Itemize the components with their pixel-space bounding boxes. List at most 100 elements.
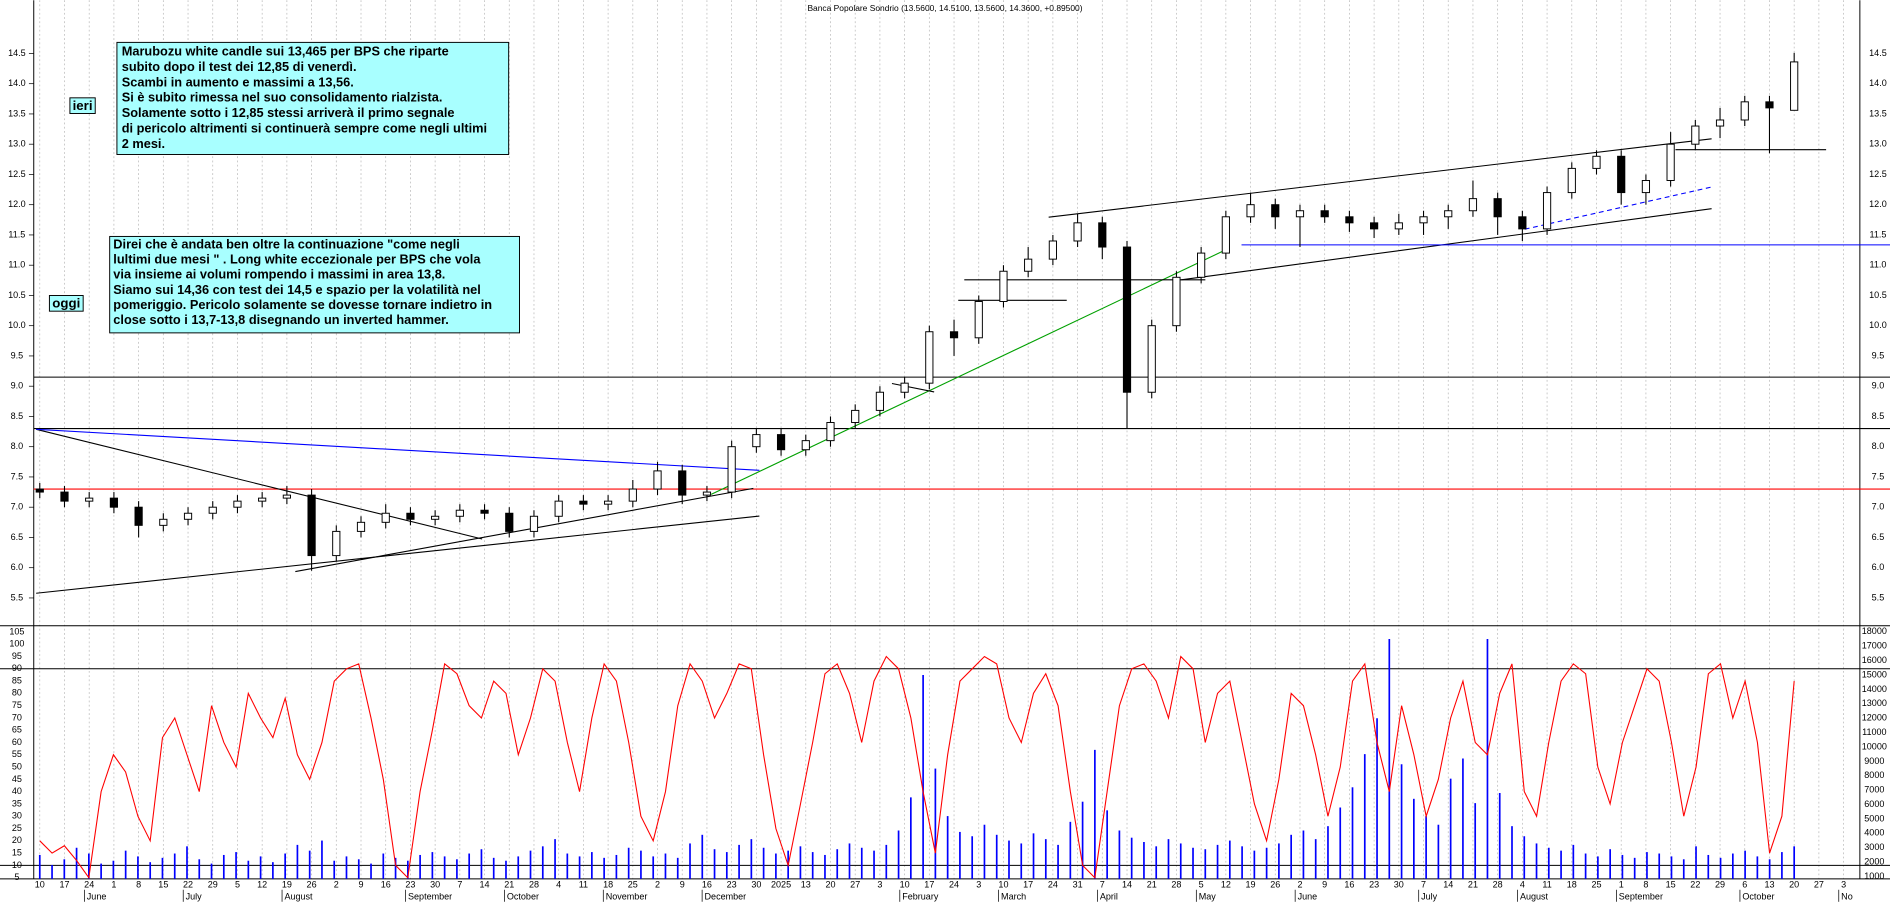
x-tick-label: 19 — [1246, 879, 1256, 889]
x-tick-label: 2 — [334, 879, 339, 889]
y-tick-label-right: 12.0 — [1869, 199, 1887, 209]
x-tick-label: 23 — [1369, 879, 1379, 889]
marks — [35, 52, 1799, 880]
candle-body — [1122, 246, 1132, 393]
candle-body — [727, 446, 736, 493]
candle-body — [480, 509, 489, 514]
x-tick-label: 18 — [603, 879, 613, 889]
y-tick-label: 15 — [12, 847, 22, 857]
x-tick-label: 26 — [307, 879, 317, 889]
x-tick-label: 2 — [655, 879, 660, 889]
x-tick-label: 11 — [579, 879, 588, 889]
y-tick-label: 25 — [12, 823, 22, 833]
y2-tick-label: 9000 — [1864, 756, 1884, 766]
x-tick-label: 6 — [1742, 879, 1747, 889]
x-tick-label: 24 — [1048, 879, 1058, 889]
y-tick-label: 5.5 — [11, 592, 24, 602]
y-tick-label: 35 — [12, 798, 22, 808]
y-tick-label: 40 — [12, 786, 22, 796]
y-tick-label-right: 5.5 — [1872, 592, 1885, 602]
month-label: March — [1001, 891, 1026, 901]
y2-tick-label: 16000 — [1862, 655, 1887, 665]
candle-body — [628, 488, 637, 502]
x-tick-label: 30 — [751, 879, 761, 889]
note-text: Direi che è andata ben oltre la continua… — [113, 236, 460, 251]
x-tick-label: 31 — [1073, 879, 1083, 889]
y-tick-label: 60 — [12, 737, 22, 747]
x-tick-label: 1 — [1619, 879, 1624, 889]
candle-body — [1271, 204, 1280, 218]
x-tick-label: 22 — [183, 879, 193, 889]
x-tick-label: 1 — [111, 879, 116, 889]
month-label: No — [1841, 891, 1853, 901]
x-tick-label: 28 — [529, 879, 539, 889]
x-tick-label: 18 — [1567, 879, 1577, 889]
y-tick-label-right: 14.0 — [1869, 78, 1887, 88]
candle-body — [1542, 192, 1552, 230]
x-tick-label: 25 — [1591, 879, 1601, 889]
y-tick-label: 9.0 — [11, 381, 24, 391]
candle-body — [1024, 258, 1033, 272]
y-tick-label: 8.5 — [11, 411, 24, 421]
x-tick-label: 2025 — [771, 879, 791, 889]
candle-body — [752, 434, 761, 448]
candle-body — [1221, 216, 1230, 254]
oscillator-line — [39, 655, 1795, 880]
candle-body — [1715, 119, 1725, 127]
x-tick-label: 20 — [825, 879, 835, 889]
candle-body — [1320, 210, 1329, 218]
note-text: Solamente sotto i 12,85 stessi arriverà … — [122, 105, 455, 120]
y2-tick-label: 6000 — [1864, 799, 1884, 809]
note-tag-box — [69, 97, 96, 114]
candle-body — [1048, 240, 1057, 260]
month-label: July — [186, 891, 203, 901]
x-tick-label: 15 — [158, 879, 168, 889]
x-tick-label: 23 — [405, 879, 415, 889]
y-tick-label: 13.0 — [8, 139, 26, 149]
y-tick-label: 7.5 — [11, 471, 24, 481]
candle-body — [282, 494, 291, 499]
note-text: subito dopo il test dei 12,85 di venerdì… — [122, 59, 357, 74]
candle-body — [109, 497, 119, 508]
candle-body — [851, 409, 860, 423]
x-tick-label: 24 — [949, 879, 959, 889]
trendline — [710, 250, 1224, 495]
candle-body — [233, 500, 242, 508]
month-label: November — [606, 891, 648, 901]
frame — [0, 0, 1890, 880]
y-tick-label: 6.5 — [11, 532, 24, 542]
x-tick-label: 9 — [1322, 879, 1327, 889]
month-label: September — [408, 891, 452, 901]
y-tick-label-right: 6.5 — [1872, 532, 1885, 542]
y2-tick-label: 10000 — [1862, 741, 1887, 751]
month-label: September — [1619, 891, 1663, 901]
x-tick-label: 27 — [1814, 879, 1824, 889]
annotations: ieri oggi Marubozu white candle sui 13,4… — [48, 41, 520, 334]
chart-title: Banca Popolare Sondrio (13.5600, 14.5100… — [807, 3, 1082, 13]
candle-body — [801, 440, 810, 451]
x-tick-label: 29 — [208, 879, 218, 889]
x-tick-label: 28 — [1493, 879, 1503, 889]
y-tick-label: 50 — [12, 761, 22, 771]
y-tick-label-right: 6.0 — [1872, 562, 1885, 572]
trendline — [36, 428, 483, 540]
levels — [0, 376, 1890, 866]
y-tick-label-right: 9.0 — [1872, 381, 1885, 391]
y2-tick-label: 14000 — [1862, 684, 1887, 694]
month-label: August — [1520, 891, 1549, 901]
trendline — [36, 515, 760, 594]
note-text: di pericolo altrimenti si continuerà sem… — [122, 121, 487, 136]
x-tick-label: 2 — [1297, 879, 1302, 889]
x-tick-label: 7 — [1100, 879, 1105, 889]
candle-body — [1666, 143, 1675, 181]
x-tick-label: 26 — [1270, 879, 1280, 889]
note-text: Si è subito rimessa nel suo consolidamen… — [122, 90, 443, 105]
y-tick-label: 12.5 — [8, 169, 26, 179]
x-tick-label: 15 — [1666, 879, 1676, 889]
trendline — [295, 487, 754, 573]
x-tick-label: 7 — [1421, 879, 1426, 889]
x-tick-label: 20 — [1789, 879, 1799, 889]
x-tick-label: 13 — [1764, 879, 1774, 889]
y-tick-label: 12.0 — [8, 199, 26, 209]
candle-body — [455, 509, 464, 517]
